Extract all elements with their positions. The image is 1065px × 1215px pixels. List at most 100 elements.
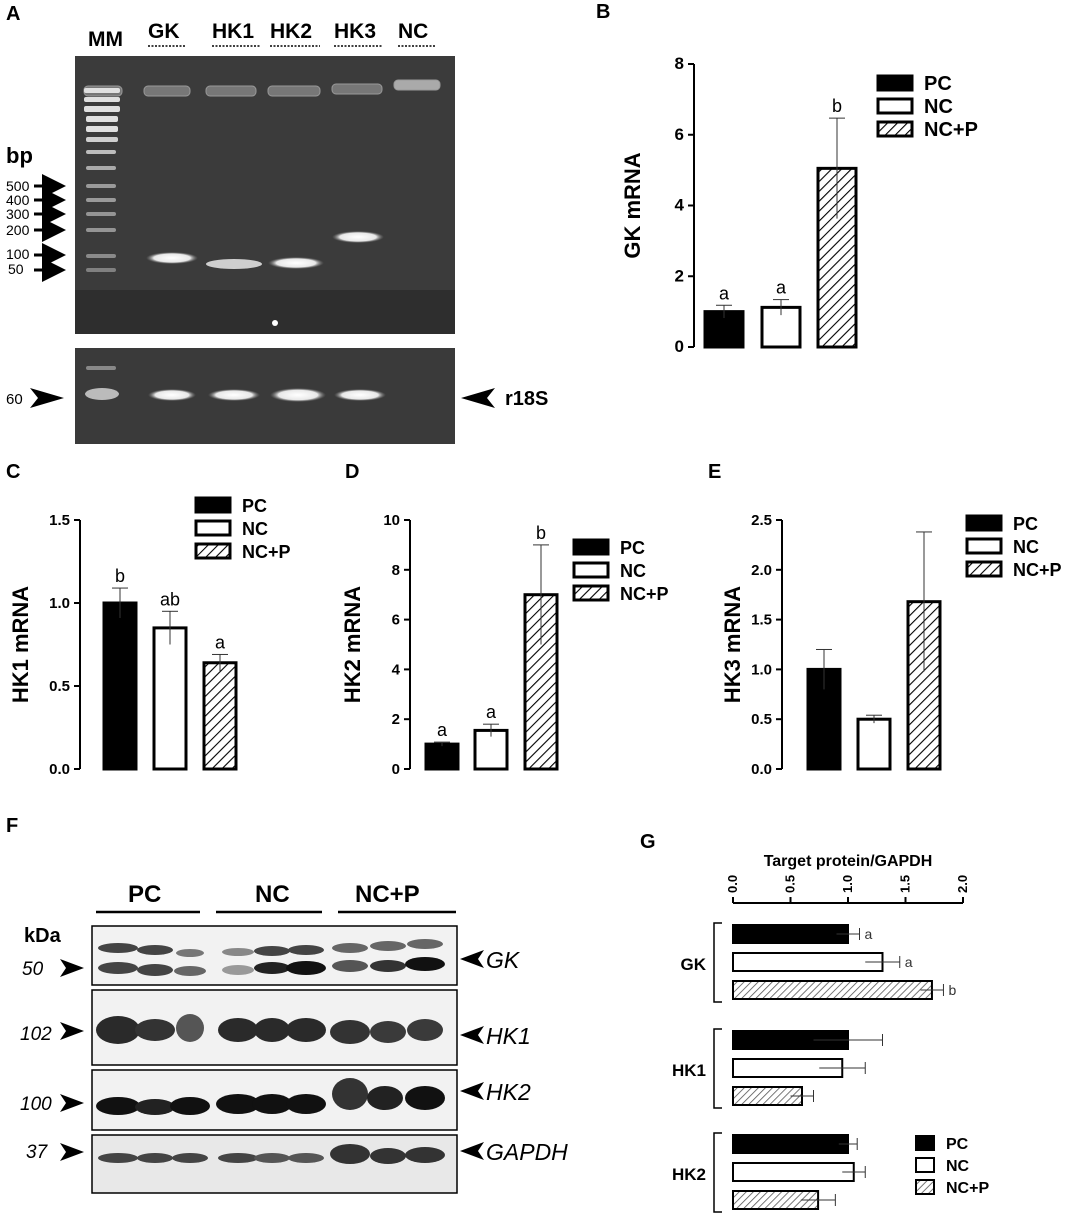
y-tick-label: 0.0 [49, 761, 70, 778]
r18s-label: r18S [505, 388, 548, 410]
significance-letter: a [486, 702, 497, 722]
chart-c: C 0.0 0.5 1.0 1.5 HK1 mRNA b ab a PC NC NC+P [6, 461, 291, 778]
r18s-right-arrowhead [461, 388, 495, 408]
bp-title: bp [6, 143, 33, 168]
y-tick-label: 2.0 [751, 562, 772, 579]
bp-100: 100 [6, 246, 30, 262]
gel-sample-bands [146, 231, 384, 326]
bar-nc [152, 626, 188, 771]
legend-swatch-g-pc [915, 1135, 935, 1151]
x-tick-label: 0.0 [725, 875, 740, 893]
blot-group-labels: PC NC NC+P [128, 881, 420, 908]
bar-pc [806, 667, 842, 771]
legend-swatch-nc [876, 97, 914, 115]
y-tick-label: 2 [675, 266, 684, 285]
bar-pc [424, 742, 460, 771]
bar-ncp [202, 661, 238, 771]
chart-g: G Target protein/GAPDH 0.0 0.5 1.0 1.5 2.0 GK a… [640, 831, 989, 1213]
y-tick-label: 8 [675, 54, 684, 73]
panel-a: A MM GK HK1 HK2 HK3 NC [6, 3, 548, 444]
lane-label-nc: NC [398, 20, 428, 43]
x-tick-label: 1.5 [898, 875, 913, 893]
significance-letter: b [832, 96, 842, 116]
y-tick-label: 0 [675, 337, 684, 356]
r18s-left-arrowhead [30, 388, 64, 408]
kda-gapdh: 37 [26, 1142, 49, 1163]
panel-letter-b: B [596, 1, 610, 23]
y-axis-label: HK2 mRNA [340, 586, 365, 703]
lane-label-gk: GK [148, 20, 180, 43]
bar-nc [856, 717, 892, 771]
hbar-gk-ncp [732, 980, 933, 1000]
significance-letter: a [437, 720, 448, 740]
y-tick-label: 4 [392, 661, 401, 678]
bp-ladder-labels: 500 400 300 200 100 50 [6, 178, 30, 277]
group-label-hk2: HK2 [672, 1165, 706, 1184]
x-tick-label: 1.0 [840, 875, 855, 893]
r18s-marker-label: 60 [6, 391, 23, 408]
group-label-ncp: NC+P [355, 881, 420, 908]
legend-label-g-ncp: NC+P [946, 1180, 989, 1197]
legend-swatch-nc [965, 537, 1003, 555]
y-tick-label: 10 [383, 512, 400, 529]
bp-500: 500 [6, 178, 30, 194]
target-gapdh: GAPDH [486, 1139, 568, 1165]
hbar-gk-pc [732, 924, 849, 944]
y-tick-label: 0.5 [49, 678, 70, 695]
legend-swatch-ncp [572, 584, 610, 602]
bar-ncp [816, 166, 858, 349]
legend-swatch-nc [572, 561, 610, 579]
bp-50: 50 [8, 261, 24, 277]
legend-swatch-pc [965, 514, 1003, 532]
y-tick-label: 1.0 [49, 595, 70, 612]
y-tick-label: 2.5 [751, 512, 772, 529]
blot-gapdh [91, 1134, 458, 1194]
hbar-hk2-nc [732, 1162, 855, 1182]
y-tick-label: 0.5 [751, 711, 772, 728]
legend-label-ncp: NC+P [924, 119, 978, 141]
significance-letter: b [115, 566, 125, 586]
legend-swatch-nc [194, 519, 232, 537]
lane-label-hk1: HK1 [212, 20, 254, 43]
legend-swatch-g-nc [915, 1157, 935, 1173]
legend-label-ncp: NC+P [242, 542, 291, 562]
legend-swatch-ncp [194, 542, 232, 560]
r18s-gel [75, 348, 455, 444]
y-tick-label: 1.5 [49, 512, 70, 529]
y-tick-label: 6 [675, 125, 684, 144]
target-labels: GK HK1 HK2 GAPDH [486, 947, 568, 1165]
y-tick-label: 0.0 [751, 761, 772, 778]
significance-letter: ab [160, 589, 180, 609]
panel-letter-a: A [6, 3, 20, 25]
legend-label-nc: NC [620, 561, 646, 581]
legend-label-nc: NC [1013, 537, 1039, 557]
kda-gk: 50 [22, 959, 44, 980]
kda-title: kDa [24, 925, 62, 947]
y-tick-label: 6 [392, 612, 400, 629]
target-arrowheads [460, 950, 484, 1160]
legend-label-g-nc: NC [946, 1158, 970, 1175]
y-tick-label: 4 [675, 196, 685, 215]
kda-markers: 50 102 100 37 [20, 959, 52, 1163]
legend-swatch-ncp [876, 120, 914, 138]
panel-letter-c: C [6, 461, 20, 483]
legend-label-nc: NC [924, 96, 953, 118]
kda-hk1: 102 [20, 1024, 52, 1045]
gel-lane-labels: MM GK HK1 HK2 HK3 NC [88, 20, 436, 51]
legend-label-pc: PC [620, 538, 645, 558]
bp-400: 400 [6, 192, 30, 208]
legend-label-pc: PC [242, 496, 267, 516]
bar-nc [473, 728, 509, 771]
legend-label-pc: PC [1013, 514, 1038, 534]
legend-label-ncp: NC+P [620, 584, 669, 604]
group-label-gk: GK [681, 955, 707, 974]
y-tick-label: 0 [392, 761, 400, 778]
bp-300: 300 [6, 206, 30, 222]
significance-letter: a [719, 283, 730, 303]
legend-label-pc: PC [924, 73, 952, 95]
chart-d: D 0 2 4 6 8 10 HK2 mRNA a a b PC NC NC+P [340, 461, 669, 778]
legend-swatch-pc [572, 538, 610, 556]
significance-letter: a [776, 278, 787, 298]
